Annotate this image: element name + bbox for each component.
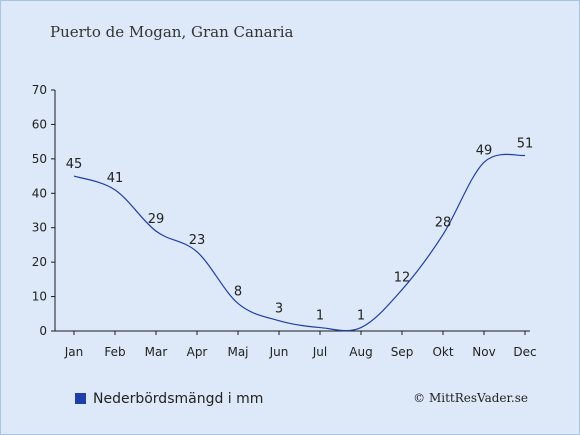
y-tick-label: 50 (32, 152, 47, 166)
data-label: 23 (189, 233, 206, 248)
y-tick-label: 0 (39, 324, 47, 338)
x-tick-label: Dec (513, 345, 536, 359)
data-label: 1 (316, 309, 324, 324)
data-label: 29 (148, 212, 165, 227)
x-tick-label: Jul (312, 345, 327, 359)
data-label: 3 (275, 302, 283, 317)
data-label: 1 (357, 309, 365, 324)
y-tick-label: 20 (32, 255, 47, 269)
data-label: 28 (435, 216, 452, 231)
axes: 0 10 20 30 40 50 60 70 Jan Feb Mar Apr Maj Jun Jul Aug S… (32, 83, 537, 359)
data-label: 8 (234, 284, 242, 299)
series-layer (73, 153, 526, 332)
x-tick-label: Aug (349, 345, 372, 359)
y-tick-label: 70 (32, 83, 47, 97)
x-tick-label: Nov (472, 345, 495, 359)
x-tick-label: Okt (432, 345, 453, 359)
chart-title: Puerto de Mogan, Gran Canaria (50, 23, 294, 41)
legend-marker (75, 393, 86, 404)
legend-label: Nederbördsmängd i mm (93, 391, 263, 407)
data-labels: 45 41 29 23 8 3 1 1 12 28 49 51 (66, 136, 534, 323)
x-tick-label: Jun (269, 345, 289, 359)
y-tick-label: 40 (32, 186, 47, 200)
x-tick-label: Sep (391, 345, 414, 359)
data-label: 51 (517, 136, 534, 151)
x-tick-label: Feb (104, 345, 125, 359)
y-tick-label: 10 (32, 290, 47, 304)
x-tick-label: Mar (145, 345, 168, 359)
copyright: © MittResVader.se (413, 391, 528, 405)
data-label: 49 (476, 143, 493, 158)
x-tick-label: Apr (187, 345, 208, 359)
x-tick-label: Maj (227, 345, 248, 359)
series-line (73, 153, 526, 332)
data-label: 12 (394, 271, 411, 286)
data-label: 41 (107, 171, 124, 186)
data-label: 45 (66, 157, 83, 172)
x-tick-label: Jan (64, 345, 84, 359)
y-tick-label: 30 (32, 221, 47, 235)
y-tick-label: 60 (32, 117, 47, 131)
